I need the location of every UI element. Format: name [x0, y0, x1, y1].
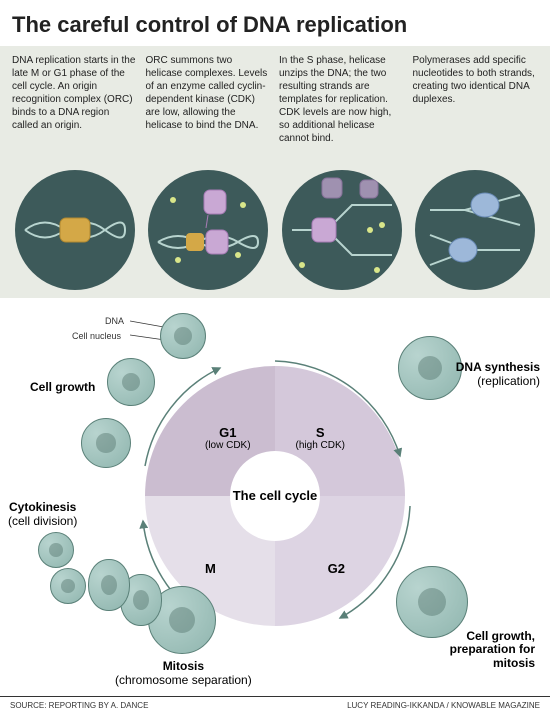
unzip-icon [282, 170, 402, 290]
panel-1-graphic [10, 170, 140, 290]
label-cell-growth: Cell growth [30, 381, 95, 395]
top-panels: DNA replication starts in the late M or … [0, 46, 550, 298]
cell-cycle-section: DNA Cell nucleus G1(low CDK) S(high CDK) [0, 306, 550, 686]
panel-4-graphic [411, 170, 541, 290]
panel-4: Polymerases add specific nucleotides to … [411, 50, 541, 290]
helicase-bind-icon [148, 170, 268, 290]
nucleus-pointer-label: Cell nucleus [72, 331, 121, 341]
footer: SOURCE: REPORTING BY A. DANCE LUCY READI… [0, 696, 550, 710]
main-title: The careful control of DNA replication [0, 0, 550, 46]
label-cytokinesis: Cytokinesis(cell division) [8, 501, 77, 529]
cell-dividing-2 [88, 559, 130, 611]
panel-2-desc: ORC summons two helicase complexes. Leve… [144, 50, 274, 170]
panel-1: DNA replication starts in the late M or … [10, 50, 140, 290]
label-mitosis: Mitosis(chromosome separation) [115, 660, 252, 688]
circle-2 [148, 170, 268, 290]
label-dna-synth: DNA synthesis(replication) [456, 361, 540, 389]
panel-2: ORC summons two helicase complexes. Leve… [144, 50, 274, 290]
polymerase-icon [415, 170, 535, 290]
dna-orc-icon [15, 170, 135, 290]
panel-3: In the S phase, helicase unzips the DNA;… [277, 50, 407, 290]
cell-left [81, 418, 131, 468]
label-cell-growth-2: Cell growth, preparation for mitosis [435, 630, 535, 671]
cell-top-2 [107, 358, 155, 406]
circle-1 [15, 170, 135, 290]
cell-small-1 [50, 568, 86, 604]
cell-right-bottom [396, 566, 468, 638]
panel-1-desc: DNA replication starts in the late M or … [10, 50, 140, 170]
dna-pointer-label: DNA [105, 316, 124, 326]
source-text: SOURCE: REPORTING BY A. DANCE [10, 701, 148, 710]
infographic-container: The careful control of DNA replication D… [0, 0, 550, 716]
cell-top-1 [160, 313, 206, 359]
credit-text: LUCY READING-IKKANDA / KNOWABLE MAGAZINE [347, 701, 540, 710]
cell-small-2 [38, 532, 74, 568]
circle-4 [415, 170, 535, 290]
cell-right-top [398, 336, 462, 400]
panel-3-desc: In the S phase, helicase unzips the DNA;… [277, 50, 407, 170]
panel-2-graphic [144, 170, 274, 290]
panel-3-graphic [277, 170, 407, 290]
circle-3 [282, 170, 402, 290]
panel-4-desc: Polymerases add specific nucleotides to … [411, 50, 541, 170]
